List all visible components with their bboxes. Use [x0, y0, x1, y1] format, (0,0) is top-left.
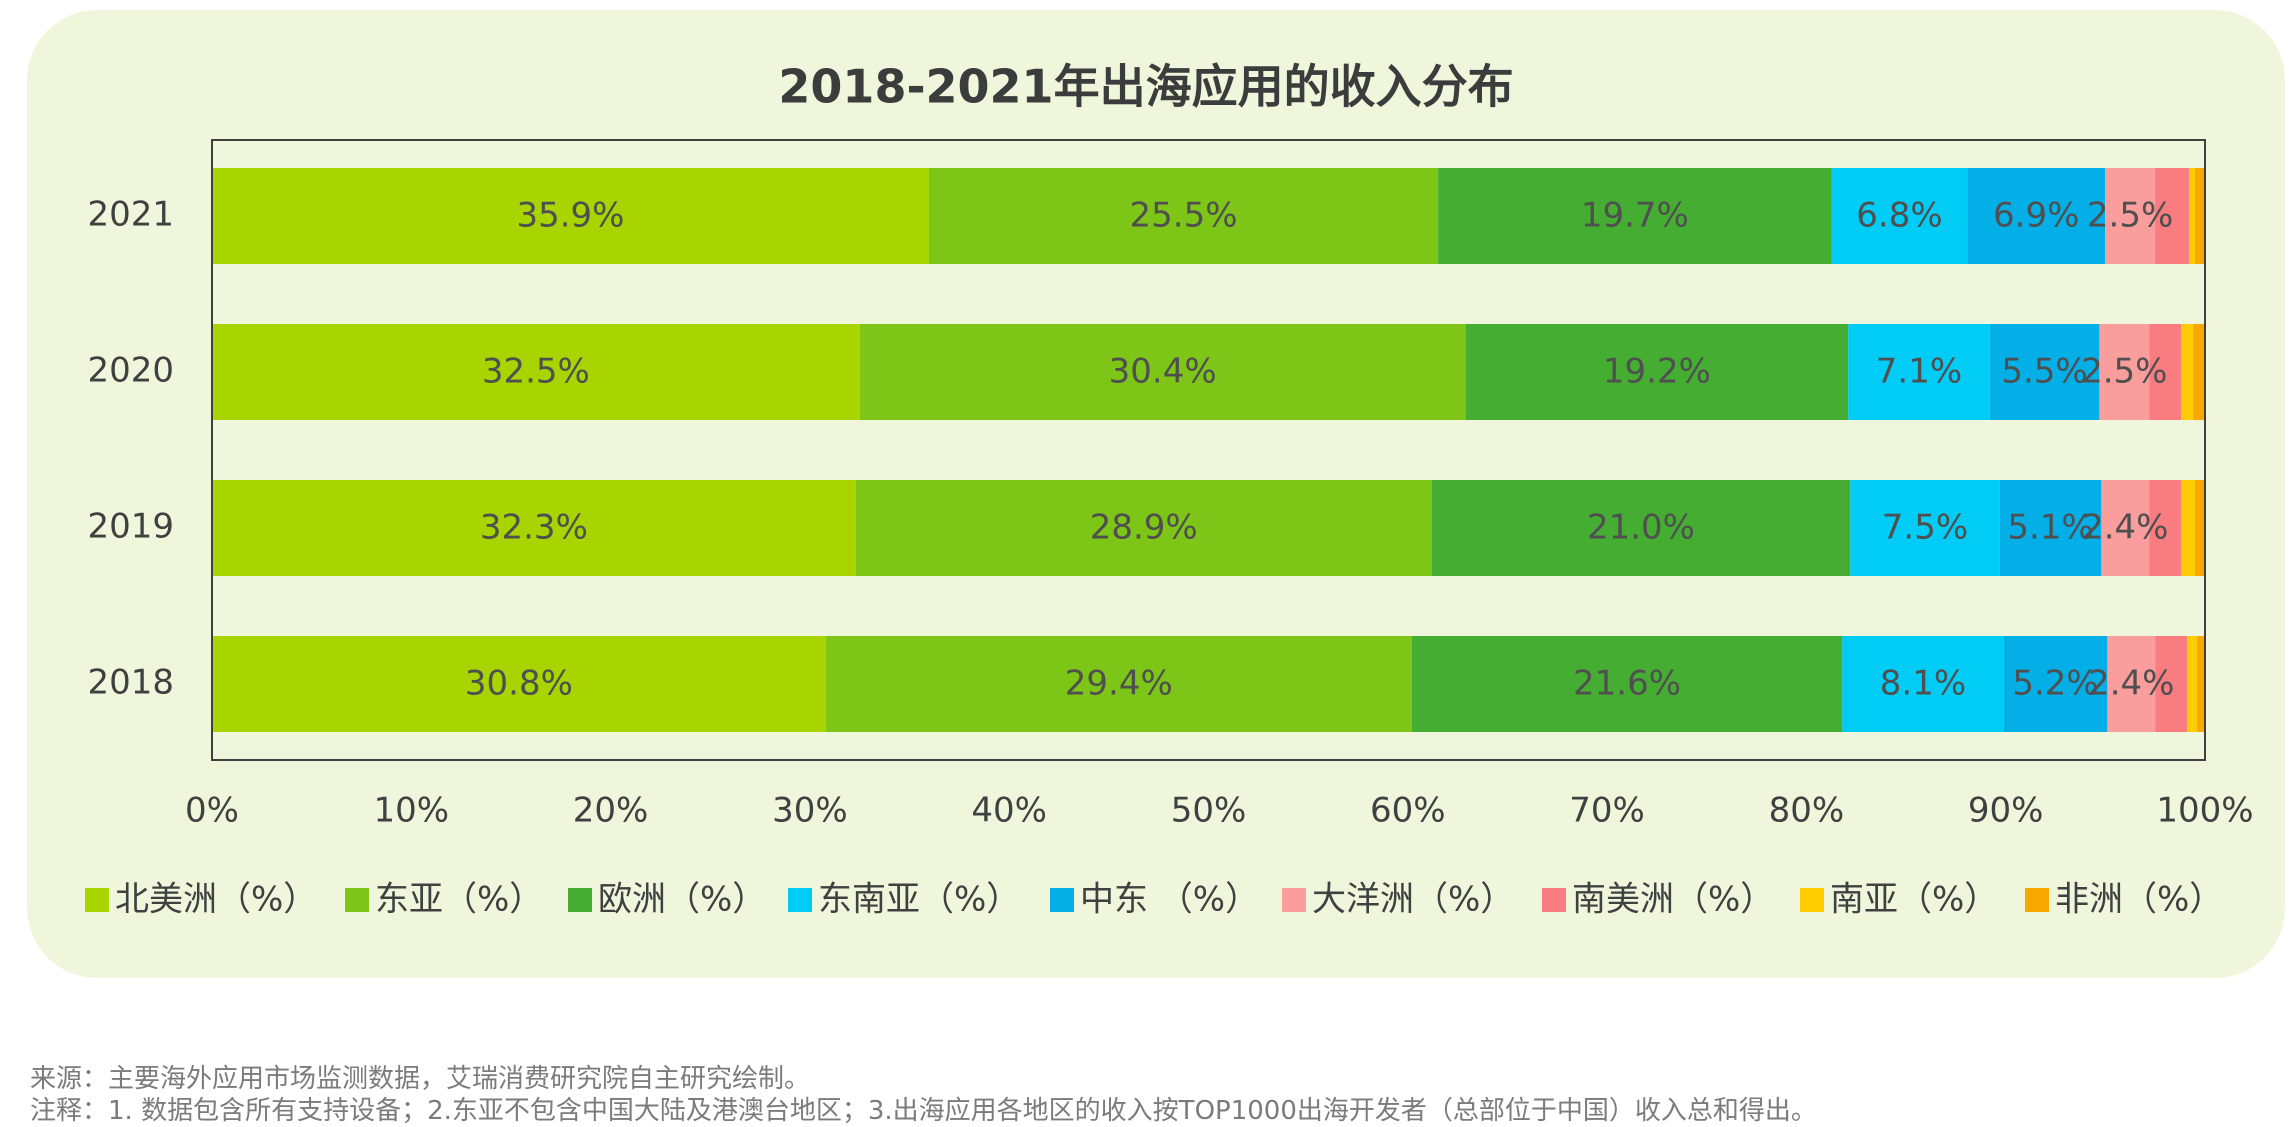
- data-label: 2.5%: [2081, 352, 2167, 392]
- legend-swatch: [2025, 888, 2049, 912]
- bar-segment: [2189, 168, 2196, 264]
- legend-label: 中东 （%）: [1080, 880, 1259, 920]
- bar-segment: [2193, 324, 2205, 420]
- x-tick-label: 10%: [374, 791, 450, 831]
- data-label: 8.1%: [1880, 664, 1966, 704]
- footnote: 注释：1. 数据包含所有支持设备；2.东亚不包含中国大陆及港澳台地区；3.出海应…: [30, 1096, 1817, 1126]
- legend-swatch: [1050, 888, 1074, 912]
- data-label: 32.5%: [482, 352, 590, 392]
- bar-segment: [1999, 480, 2102, 576]
- bar-segment: [212, 636, 826, 732]
- bar-segment: [2195, 480, 2205, 576]
- bar-segment: [1967, 168, 2106, 264]
- bar-segment: [2197, 636, 2205, 732]
- bar-segment: [1831, 168, 1968, 264]
- legend-swatch: [345, 888, 369, 912]
- bar-segment: [2195, 168, 2205, 264]
- data-label: 21.0%: [1587, 508, 1695, 548]
- data-label: 25.5%: [1130, 196, 1238, 236]
- bar-segment: [855, 480, 1432, 576]
- legend-label: 欧洲（%）: [598, 880, 766, 920]
- data-label: 6.9%: [1993, 196, 2079, 236]
- bar-segment: [2107, 636, 2156, 732]
- bar-segment: [212, 168, 929, 264]
- legend-swatch: [568, 888, 592, 912]
- x-tick-label: 0%: [185, 791, 239, 831]
- data-label: 7.1%: [1876, 352, 1962, 392]
- x-tick-label: 90%: [1968, 791, 2044, 831]
- data-label: 28.9%: [1090, 508, 1198, 548]
- bar-segment: [212, 324, 860, 420]
- data-label: 5.1%: [2007, 508, 2093, 548]
- bar-segment: [1989, 324, 2100, 420]
- legend-label: 南亚（%）: [1830, 880, 1998, 920]
- bar-segment: [859, 324, 1466, 420]
- bar-segment: [1465, 324, 1849, 420]
- data-label: 35.9%: [516, 196, 624, 236]
- y-tick-label: 2019: [87, 507, 174, 547]
- data-label: 19.2%: [1603, 352, 1711, 392]
- legend-label: 北美洲（%）: [115, 880, 317, 920]
- data-label: 21.6%: [1573, 664, 1681, 704]
- data-label: 19.7%: [1581, 196, 1689, 236]
- x-tick-label: 30%: [772, 791, 848, 831]
- stacked-bar-chart: 2018-2021年出海应用的收入分布 35.9% 25.5% 19.7% 6.8% 6.…: [85, 60, 2254, 920]
- legend-label: 东南亚（%）: [818, 880, 1020, 920]
- plot-frame: [211, 139, 2206, 761]
- bar-segment: [2181, 324, 2194, 420]
- x-tick-label: 60%: [1370, 791, 1446, 831]
- bar-segment: [2149, 324, 2182, 420]
- data-label: 5.5%: [2001, 352, 2087, 392]
- legend-swatch: [85, 888, 109, 912]
- data-label: 32.3%: [480, 508, 588, 548]
- legend-swatch: [1542, 888, 1566, 912]
- legend-swatch: [1282, 888, 1306, 912]
- legend-label: 南美洲（%）: [1572, 880, 1774, 920]
- data-label: 30.4%: [1109, 352, 1217, 392]
- data-label: 30.8%: [465, 664, 573, 704]
- chart-title: 2018-2021年出海应用的收入分布: [778, 60, 1513, 114]
- bar-segment: [1842, 636, 2004, 732]
- bar-segment: [825, 636, 1412, 732]
- legend-label: 非洲（%）: [2055, 880, 2223, 920]
- x-tick-label: 50%: [1171, 791, 1247, 831]
- legend-swatch: [1800, 888, 1824, 912]
- x-tick-label: 100%: [2156, 791, 2253, 831]
- data-label: 6.8%: [1856, 196, 1942, 236]
- bar-segment: [2101, 480, 2150, 576]
- x-tick-label: 20%: [573, 791, 649, 831]
- bar-segment: [1848, 324, 1990, 420]
- bar-segment: [2003, 636, 2108, 732]
- bar-segment: [2155, 168, 2190, 264]
- bar-segment: [1431, 480, 1851, 576]
- data-label: 7.5%: [1882, 508, 1968, 548]
- bar-segment: [928, 168, 1439, 264]
- bar-segment: [2149, 480, 2182, 576]
- legend-label: 大洋洲（%）: [1312, 880, 1514, 920]
- bar-segment: [1411, 636, 1843, 732]
- legend-label: 东亚（%）: [375, 880, 543, 920]
- data-label: 2.4%: [2082, 508, 2168, 548]
- data-label: 2.5%: [2087, 196, 2173, 236]
- bar-segment: [212, 480, 856, 576]
- y-tick-label: 2018: [87, 663, 174, 703]
- bar-segment: [2099, 324, 2150, 420]
- bar-segment: [2155, 636, 2188, 732]
- bar-segment: [1850, 480, 2000, 576]
- bar-segment: [1438, 168, 1832, 264]
- source-note: 来源：主要海外应用市场监测数据，艾瑞消费研究院自主研究绘制。: [30, 1064, 811, 1094]
- x-tick-label: 40%: [971, 791, 1047, 831]
- legend-swatch: [788, 888, 812, 912]
- data-label: 29.4%: [1065, 664, 1173, 704]
- data-label: 2.4%: [2088, 664, 2174, 704]
- bar-segment: [2105, 168, 2156, 264]
- x-tick-label: 70%: [1569, 791, 1645, 831]
- bar-segment: [2181, 480, 2196, 576]
- y-tick-label: 2020: [87, 351, 174, 391]
- data-label: 5.2%: [2012, 664, 2098, 704]
- bar-segment: [2187, 636, 2198, 732]
- x-tick-label: 80%: [1769, 791, 1845, 831]
- y-tick-label: 2021: [87, 195, 174, 235]
